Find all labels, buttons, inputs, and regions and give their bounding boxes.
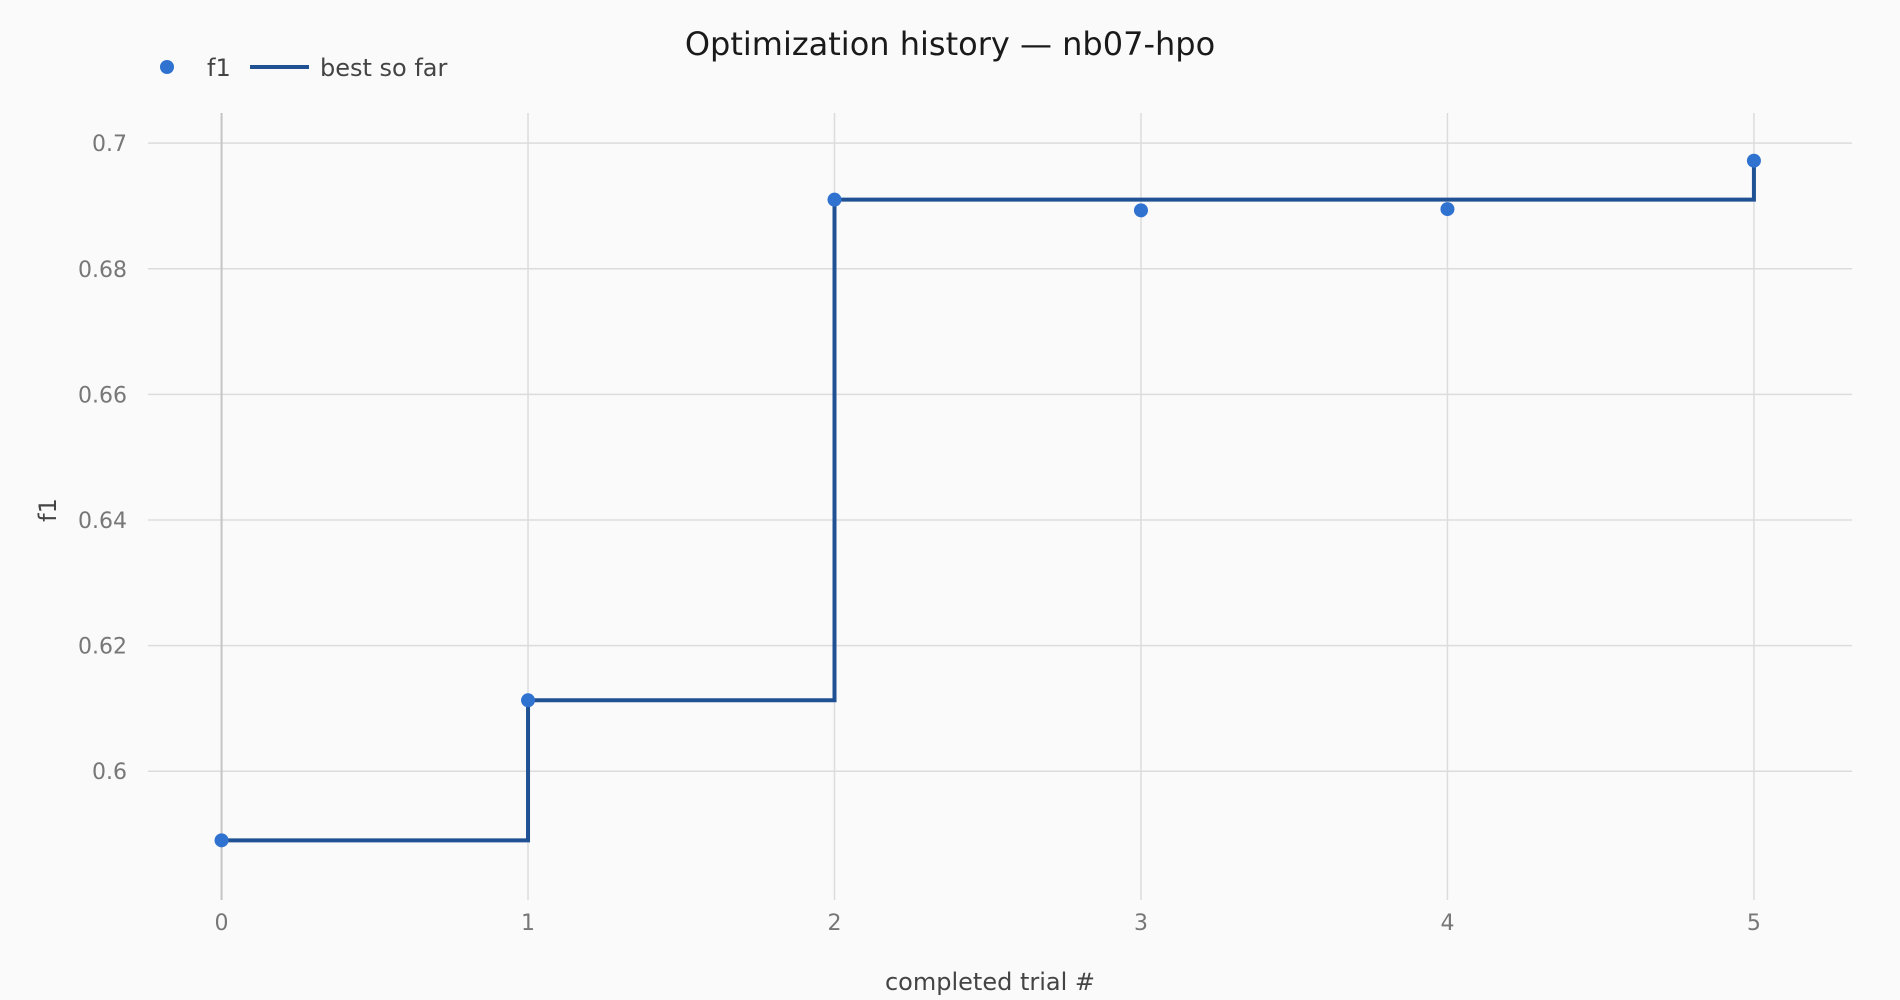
y-tick-label: 0.66 — [78, 383, 127, 408]
x-tick-label: 2 — [828, 911, 842, 936]
x-tick-label: 5 — [1747, 911, 1761, 936]
x-axis-title: completed trial # — [885, 968, 1095, 996]
x-tick-label: 1 — [521, 911, 535, 936]
x-tick-label: 0 — [215, 911, 229, 936]
series-f1-point — [1133, 203, 1148, 218]
chart-title: Optimization history — nb07-hpo — [685, 25, 1215, 63]
legend: f1 best so far — [160, 54, 448, 82]
y-tick-label: 0.64 — [78, 509, 127, 534]
series-f1-point — [1746, 153, 1761, 168]
x-tick-label: 4 — [1440, 911, 1454, 936]
y-tick-label: 0.68 — [78, 258, 127, 283]
legend-marker-f1 — [160, 60, 174, 74]
y-axis-title: f1 — [34, 498, 62, 522]
legend-label-best-so-far: best so far — [320, 54, 448, 82]
plot-area — [214, 153, 1761, 848]
tick-labels: 0.6 0.62 0.64 0.66 0.68 0.7 0 1 2 3 4 5 — [78, 132, 1761, 936]
series-f1-point — [214, 833, 229, 848]
legend-label-f1: f1 — [207, 54, 231, 82]
series-f1-point — [827, 192, 842, 207]
series-f1-point — [1440, 202, 1455, 217]
y-tick-label: 0.7 — [92, 132, 127, 157]
series-best-so-far-line — [221, 160, 1756, 843]
y-tick-label: 0.62 — [78, 635, 127, 660]
series-f1-point — [521, 693, 536, 708]
y-tick-label: 0.6 — [92, 760, 127, 785]
grid — [148, 113, 1852, 900]
x-tick-label: 3 — [1134, 911, 1148, 936]
